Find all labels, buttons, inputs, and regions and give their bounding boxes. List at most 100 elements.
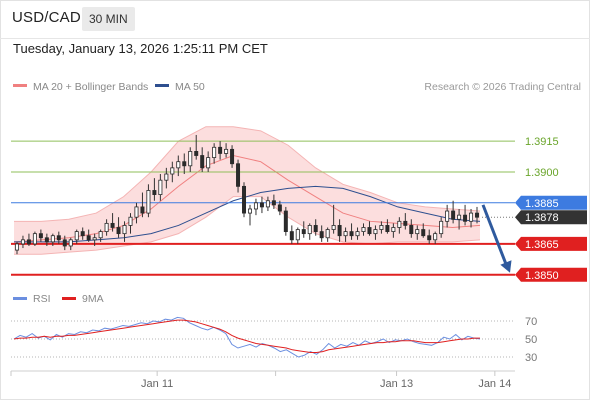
candle-body-down xyxy=(86,235,91,241)
candle xyxy=(230,145,235,168)
candle xyxy=(367,221,372,236)
symbol-title: USD/CAD xyxy=(12,9,81,26)
candle xyxy=(337,219,342,242)
candle-body-down xyxy=(451,210,456,220)
candle xyxy=(301,221,306,238)
candle-body-down xyxy=(44,237,49,243)
candle xyxy=(242,182,247,218)
candle-body-down xyxy=(218,146,223,154)
candle xyxy=(164,167,169,189)
candle-body-up xyxy=(146,190,151,214)
candle xyxy=(283,206,288,236)
candle-body-down xyxy=(182,161,187,167)
candle-body-down xyxy=(236,163,241,187)
level-tag-bg-1.3850 xyxy=(515,267,587,282)
level-tag-text-1.3850: 1.3850 xyxy=(525,270,559,282)
candle-body-up xyxy=(134,206,139,218)
legend-label-ma20: MA 20 + Bollinger Bands xyxy=(33,81,148,93)
timeframe-badge[interactable]: 30 MIN xyxy=(82,7,135,31)
candle-body-up xyxy=(265,200,270,208)
candle-body-down xyxy=(283,210,288,232)
candle xyxy=(224,143,229,158)
candle xyxy=(86,229,91,242)
candle xyxy=(158,174,163,201)
candle xyxy=(349,223,354,240)
level-tag-text-1.3865: 1.3865 xyxy=(525,239,559,251)
candle-body-up xyxy=(176,161,181,169)
candle xyxy=(236,159,241,193)
candle xyxy=(98,229,103,242)
rsi-tick-label-30: 30 xyxy=(525,352,537,364)
candle xyxy=(218,141,223,160)
candle-body-up xyxy=(397,220,402,228)
candle xyxy=(74,229,79,244)
x-tick-label: Jan 14 xyxy=(478,378,511,390)
candle-body-up xyxy=(325,229,330,239)
candle xyxy=(56,231,61,244)
moving-averages xyxy=(13,154,481,243)
candle xyxy=(325,227,330,242)
candle xyxy=(295,227,300,244)
candle xyxy=(253,198,258,216)
candle xyxy=(265,196,270,212)
legend-label-9ma: 9MA xyxy=(82,293,104,305)
candle xyxy=(140,192,145,218)
candle-body-up xyxy=(295,229,300,241)
candle-body-up xyxy=(433,233,438,241)
candle-body-up xyxy=(188,151,193,167)
candle xyxy=(319,225,324,242)
candle xyxy=(20,235,25,249)
candle-body-up xyxy=(158,179,163,195)
candle xyxy=(134,202,139,224)
candle-body-down xyxy=(385,225,390,232)
rsi-9ma-line xyxy=(13,319,480,353)
candle xyxy=(331,204,336,234)
candle-body-up xyxy=(415,229,420,235)
candle-body-up xyxy=(212,146,217,158)
candle xyxy=(110,213,115,232)
candle-body-up xyxy=(14,243,19,251)
candle-body-down xyxy=(271,200,276,206)
legend-swatch-rsi xyxy=(13,297,27,300)
candle xyxy=(212,143,217,164)
candle xyxy=(307,223,312,240)
level-label-1.3900: 1.3900 xyxy=(525,167,559,179)
candle-body-up xyxy=(469,212,474,222)
rsi-panel: 70 50 30 xyxy=(11,316,537,364)
candle-body-down xyxy=(80,231,85,237)
x-tick-label: Jan 13 xyxy=(380,378,413,390)
candle-body-up xyxy=(331,225,336,230)
rsi-tick-label-70: 70 xyxy=(525,316,537,328)
candle-body-up xyxy=(247,208,252,214)
candle xyxy=(379,221,384,234)
candle-body-down xyxy=(349,231,354,237)
candle-body-down xyxy=(140,206,145,214)
candle-body-up xyxy=(361,227,366,232)
x-axis-ticks: Jan 11 Jan 13 Jan 14 xyxy=(10,371,511,390)
candle xyxy=(313,219,318,236)
level-tag-bg-1.3878 xyxy=(515,210,587,225)
candle xyxy=(44,233,49,246)
rsi-line xyxy=(13,316,481,358)
candle-body-up xyxy=(343,231,348,237)
candle xyxy=(427,229,432,244)
candle xyxy=(38,229,43,242)
candle xyxy=(343,227,348,242)
legend-swatch-ma50 xyxy=(155,84,169,87)
candle xyxy=(188,147,193,172)
candle xyxy=(176,155,181,177)
legend-label-rsi: RSI xyxy=(33,293,51,305)
candle-body-up xyxy=(104,222,109,232)
forecast-arrow-shaft xyxy=(481,204,509,268)
candle-body-up xyxy=(224,148,229,154)
legend-swatch-ma20 xyxy=(13,84,27,87)
level-tag-bg-1.3885 xyxy=(515,195,587,210)
forecast-arrow-head xyxy=(500,260,512,273)
candle xyxy=(247,204,252,226)
candle-body-up xyxy=(206,157,211,169)
x-tick-label: Jan 11 xyxy=(141,378,173,390)
level-tag-text-1.3885: 1.3885 xyxy=(525,198,559,210)
candle xyxy=(200,147,205,172)
candle-body-up xyxy=(122,225,127,235)
